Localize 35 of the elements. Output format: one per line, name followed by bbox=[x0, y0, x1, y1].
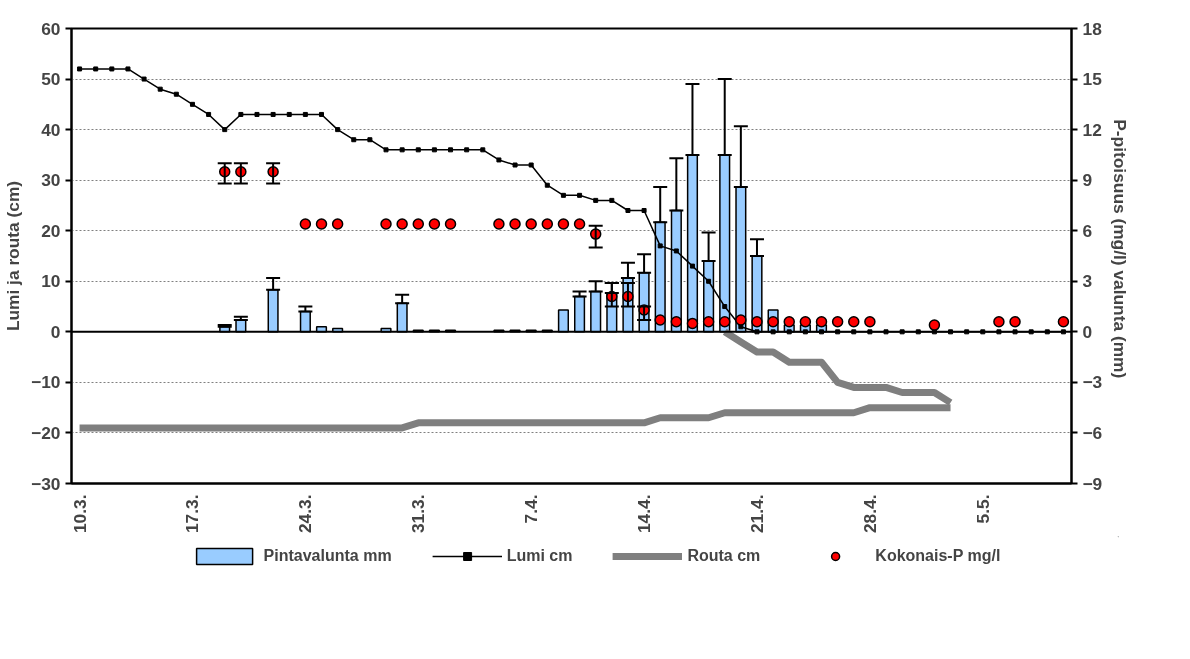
y2-tick-label: 0 bbox=[1082, 321, 1093, 342]
y2-tick-label: 12 bbox=[1082, 119, 1102, 140]
y-tick-label: 0 bbox=[50, 321, 61, 342]
x-tick-label: 17.3. bbox=[182, 494, 203, 534]
y2-tick-label: −3 bbox=[1082, 372, 1103, 393]
y-tick-label: 30 bbox=[41, 170, 61, 191]
y2-axis-title: P-pitoisuus (mg/l) valunta (mm) bbox=[1110, 119, 1131, 379]
x-tick-label: 14.4. bbox=[634, 494, 655, 534]
legend-label: Pintavalunta mm bbox=[263, 547, 392, 565]
x-tick-label: 5.5. bbox=[972, 494, 993, 524]
legend-label: Kokonais-P mg/l bbox=[875, 547, 1001, 565]
x-tick-label: 7.4. bbox=[521, 494, 542, 524]
y2-tick-label: −9 bbox=[1082, 473, 1103, 494]
y-tick-label: 60 bbox=[41, 18, 61, 39]
y-tick-label: −10 bbox=[31, 372, 61, 393]
y2-tick-label: −6 bbox=[1082, 422, 1103, 443]
y2-tick-label: 3 bbox=[1082, 271, 1093, 292]
x-tick-label: 21.4. bbox=[746, 494, 767, 534]
y-tick-label: 50 bbox=[41, 69, 61, 90]
y-tick-label: 20 bbox=[41, 220, 61, 241]
y-tick-label: 10 bbox=[41, 271, 61, 292]
legend-label: Routa cm bbox=[687, 547, 761, 565]
y-tick-label: −30 bbox=[31, 473, 61, 494]
y-tick-label: −20 bbox=[31, 422, 61, 443]
y-axis-title: Lumi ja routa (cm) bbox=[3, 180, 24, 332]
y2-tick-label: 9 bbox=[1082, 170, 1093, 191]
x-tick-label: 31.3. bbox=[408, 494, 429, 534]
y2-tick-label: 15 bbox=[1082, 69, 1103, 90]
x-tick-label: 28.4. bbox=[859, 494, 880, 534]
legend-label: Lumi cm bbox=[506, 547, 573, 565]
x-tick-label: 24.3. bbox=[295, 494, 316, 534]
y2-tick-label: 6 bbox=[1082, 220, 1093, 241]
x-tick-label: 10.3. bbox=[69, 494, 90, 534]
y2-tick-label: 18 bbox=[1082, 18, 1103, 39]
y-tick-label: 40 bbox=[41, 119, 61, 140]
